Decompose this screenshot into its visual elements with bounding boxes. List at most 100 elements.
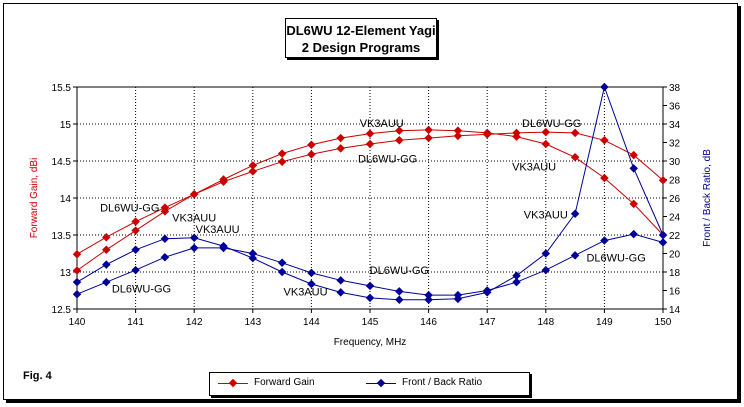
x-tick-label: 147 <box>479 317 496 328</box>
y-right-tick-label: 16 <box>669 287 681 298</box>
series-annotation: VK3AUU <box>524 210 568 222</box>
data-point <box>307 140 316 149</box>
data-point <box>307 279 316 289</box>
x-tick-label: 146 <box>420 317 437 328</box>
y-left-tick-label: 14 <box>60 194 72 205</box>
data-point <box>541 139 551 149</box>
x-tick-label: 150 <box>655 317 672 328</box>
data-point <box>160 234 170 243</box>
data-point <box>453 290 463 300</box>
data-point <box>336 133 345 143</box>
x-tick-label: 148 <box>537 317 554 328</box>
series-annotation: VK3AUU <box>284 287 328 299</box>
data-point <box>336 144 345 153</box>
data-point <box>365 139 375 149</box>
data-point <box>248 167 258 176</box>
y-left-axis-label: Forward Gain, dBi <box>29 158 40 239</box>
data-point <box>72 266 82 275</box>
legend: Forward Gain Front / Back Ratio <box>209 372 530 396</box>
data-point <box>424 133 433 143</box>
data-point <box>336 288 345 297</box>
data-point <box>72 277 82 287</box>
series-annotation: DL6WU-GG <box>112 284 171 296</box>
data-point <box>102 277 111 287</box>
data-point <box>72 249 82 259</box>
y-left-tick-label: 15 <box>60 120 72 131</box>
legend-item-ratio: Front / Back Ratio <box>366 377 516 390</box>
legend-ratio-label: Front / Back Ratio <box>402 377 483 388</box>
data-point <box>189 190 199 199</box>
data-point <box>600 173 609 183</box>
data-point <box>424 290 433 300</box>
data-point <box>658 238 668 247</box>
data-point <box>307 150 316 159</box>
series-annotation: VK3AUU <box>172 213 216 225</box>
y-right-tick-label: 38 <box>669 83 681 94</box>
y-left-tick-label: 15.5 <box>52 83 72 94</box>
chart-title-box: DL6WU 12-Element Yagi 2 Design Programs <box>285 18 437 58</box>
x-tick-label: 143 <box>244 317 261 328</box>
data-point <box>248 253 258 263</box>
x-tick-label: 149 <box>596 317 613 328</box>
data-point <box>395 126 404 135</box>
data-point <box>131 226 140 235</box>
data-point <box>307 268 316 278</box>
data-point <box>600 136 609 145</box>
data-point <box>102 232 111 242</box>
data-point <box>482 286 492 295</box>
legend-item-gain: Forward Gain <box>218 377 358 390</box>
y-right-tick-label: 36 <box>669 102 681 113</box>
data-point <box>512 128 521 138</box>
x-tick-label: 145 <box>362 317 379 328</box>
x-tick-label: 140 <box>69 317 86 328</box>
data-point <box>453 131 463 141</box>
series-annotation: DL6WU-GG <box>100 202 159 214</box>
data-point <box>336 276 345 285</box>
data-point <box>102 245 111 255</box>
x-tick-label: 141 <box>127 317 144 328</box>
data-point <box>219 177 228 186</box>
chart-title-line1: DL6WU 12-Element Yagi <box>286 23 436 38</box>
data-point <box>629 150 638 160</box>
y-left-tick-label: 12.5 <box>52 305 72 316</box>
data-point <box>189 233 199 243</box>
data-point <box>248 249 258 258</box>
y-right-axis-label: Front / Back Ratio, dB <box>702 149 713 247</box>
data-point <box>424 125 433 135</box>
data-point <box>365 293 375 303</box>
series-annotation: DL6WU-GG <box>358 153 417 165</box>
data-point <box>131 265 140 275</box>
data-point <box>365 129 375 138</box>
series-annotation: DL6WU-GG <box>370 265 429 277</box>
data-point <box>160 203 170 212</box>
series-annotation: DL6WU-GG <box>522 118 581 130</box>
data-point <box>541 127 551 137</box>
data-point <box>131 217 140 226</box>
data-point <box>629 229 638 239</box>
data-point <box>219 243 228 253</box>
data-point <box>658 230 668 240</box>
data-point <box>395 287 404 296</box>
x-axis-label: Frequency, MHz <box>334 337 407 348</box>
series-annotation: VK3AUU <box>360 118 404 130</box>
data-point <box>365 281 375 291</box>
y-right-tick-label: 26 <box>669 194 681 205</box>
y-right-tick-label: 20 <box>669 250 681 261</box>
data-point <box>453 126 463 135</box>
series-annotation: VK3AUU <box>196 224 240 236</box>
data-point <box>102 260 111 269</box>
data-point <box>160 252 170 262</box>
data-point <box>570 153 580 162</box>
data-point <box>658 175 668 185</box>
y-right-tick-label: 22 <box>669 231 681 242</box>
chart-title-line2: 2 Design Programs <box>301 40 421 55</box>
series-annotation: DL6WU-GG <box>586 253 645 265</box>
y-left-tick-label: 13.5 <box>52 231 72 242</box>
legend-gain-label: Forward Gain <box>254 377 315 388</box>
legend-ratio-marker <box>376 378 386 388</box>
data-point <box>277 157 287 166</box>
data-point <box>570 128 580 138</box>
data-point <box>482 130 492 139</box>
